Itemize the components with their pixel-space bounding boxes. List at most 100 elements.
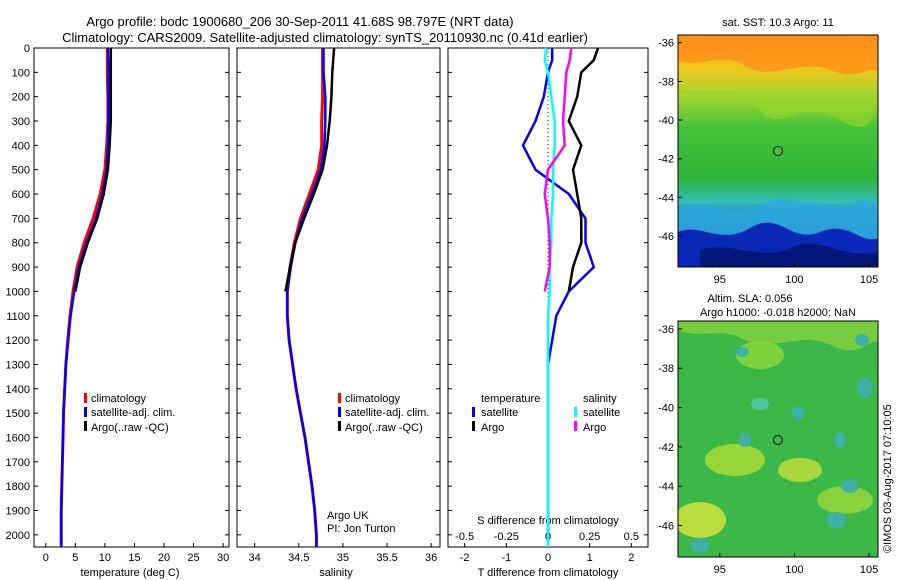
depth-tick-label: 1700 — [6, 457, 30, 469]
temperature-x-axis: 0 5 10 15 20 25 30 — [43, 543, 229, 564]
legend-label-sal-satellite: satellite — [583, 407, 620, 419]
legend-swatch-argo — [338, 421, 341, 431]
credit-timestamp: ©IMOS 03-Aug-2017 07:10:05 — [882, 404, 894, 553]
sst-argo-position-marker — [773, 146, 783, 156]
depth-tick-label: 1900 — [6, 505, 30, 517]
depth-tick-label: 300 — [12, 116, 30, 128]
x-tick-label: -2 — [460, 552, 470, 564]
principal-investigator: PI: Jon Turton — [327, 523, 395, 535]
series-line-argo-raw-qc — [284, 47, 336, 292]
sla-map-frame — [677, 320, 879, 558]
depth-tick-label: 1400 — [6, 384, 30, 396]
latitude-tick-label: -44 — [658, 481, 674, 493]
series-line-salinity-Argo — [543, 47, 573, 292]
legend-swatch-climatology — [338, 393, 341, 403]
depth-tick-label: 800 — [12, 238, 30, 250]
series-line-temperature-Argo — [567, 47, 600, 292]
legend-swatch-satellite — [84, 407, 87, 417]
difference-legend: temperature salinity satellite Argo sate… — [472, 393, 620, 434]
s-tick-label: -0.5 — [455, 531, 474, 543]
temperature-axes — [33, 47, 230, 548]
difference-profiles — [521, 47, 600, 547]
x-tick-label: -1 — [501, 552, 511, 564]
legend-label-temp-argo: Argo — [481, 422, 504, 434]
difference-xlabel: T difference from climatology — [478, 567, 619, 579]
x-tick-label: 2 — [628, 552, 634, 564]
depth-tick-label: 600 — [12, 189, 30, 201]
salinity-axes — [236, 47, 441, 548]
x-tick-label: 10 — [99, 552, 111, 564]
legend-label-climatology: climatology — [91, 393, 147, 405]
depth-tick-label: 1100 — [6, 311, 30, 323]
latitude-tick-label: -42 — [658, 154, 674, 166]
longitude-tick-label: 95 — [714, 564, 726, 576]
s-tick-label: -0.25 — [494, 531, 519, 543]
x-tick-label: 15 — [128, 552, 140, 564]
depth-tick-label: 1500 — [6, 408, 30, 420]
latitude-tick-label: -40 — [658, 115, 674, 127]
legend-swatch-sal-satellite — [574, 407, 577, 417]
depth-tick-label: 0 — [24, 43, 30, 55]
longitude-tick-label: 100 — [785, 274, 803, 286]
latitude-tick-label: -38 — [658, 76, 674, 88]
x-tick-label: 0 — [545, 552, 551, 564]
latitude-tick-label: -36 — [658, 324, 674, 336]
depth-tick-label: 700 — [12, 213, 30, 225]
temperature-legend: climatology satellite-adj. clim. Argo(..… — [84, 393, 175, 434]
series-line-climatology — [285, 48, 325, 547]
s-tick-label: 0.25 — [579, 531, 600, 543]
depth-tick-label: 100 — [12, 67, 30, 79]
sla-argo-position-marker — [773, 435, 783, 445]
float-owner: Argo UK — [327, 510, 369, 522]
sst-map — [678, 35, 878, 267]
series-line-satellite-adj-clim — [286, 48, 327, 547]
depth-tick-label: 200 — [12, 92, 30, 104]
longitude-tick-label: 105 — [860, 564, 878, 576]
figure-title-line1: Argo profile: bodc 1900680_206 30-Sep-20… — [86, 14, 513, 29]
legend-swatch-temp-satellite — [472, 407, 475, 417]
series-line-satellite-adj-clim — [59, 47, 110, 547]
depth-tick-label: 1800 — [6, 481, 30, 493]
legend-label-temp-satellite: satellite — [481, 407, 518, 419]
longitude-tick-label: 95 — [714, 274, 726, 286]
figure-title-line2: Climatology: CARS2009. Satellite-adjuste… — [62, 30, 588, 45]
temperature-xlabel: temperature (deg C) — [80, 567, 179, 579]
depth-tick-label: 2000 — [6, 530, 30, 542]
latitude-tick-label: -42 — [658, 442, 674, 454]
x-tick-label: 5 — [72, 552, 78, 564]
latitude-tick-label: -36 — [658, 38, 674, 50]
depth-tick-label: 900 — [12, 262, 30, 274]
legend-swatch-sal-argo — [574, 421, 577, 431]
x-tick-label: 0 — [43, 552, 49, 564]
salinity-legend: climatology satellite-adj. clim. Argo(..… — [338, 393, 429, 434]
sst-map-frame — [677, 34, 879, 268]
temperature-profiles — [59, 47, 113, 547]
depth-tick-label: 500 — [12, 165, 30, 177]
depth-tick-label: 1300 — [6, 359, 30, 371]
salinity-x-axis: 34 34.5 35 35.5 36 — [249, 543, 437, 564]
legend-swatch-climatology — [84, 393, 87, 403]
latitude-tick-label: -40 — [658, 403, 674, 415]
legend-title-temperature: temperature — [481, 393, 540, 405]
x-tick-label: 34 — [249, 552, 261, 564]
series-line-temperature-satellite — [521, 48, 596, 535]
latitude-tick-label: -46 — [658, 231, 674, 243]
sst-map-axes: -36 -38 -40 -42 -44 -46 95 100 105 — [658, 38, 878, 286]
x-tick-label: 1 — [587, 552, 593, 564]
depth-tick-label: 1200 — [6, 335, 30, 347]
legend-label-sal-argo: Argo — [583, 422, 606, 434]
x-tick-label: 34.5 — [288, 552, 309, 564]
longitude-tick-label: 100 — [785, 564, 803, 576]
depth-tick-label: 1000 — [6, 286, 30, 298]
latitude-tick-label: -38 — [658, 363, 674, 375]
series-line-climatology — [59, 48, 110, 547]
legend-label-climatology: climatology — [345, 393, 401, 405]
legend-swatch-temp-argo — [472, 421, 475, 431]
legend-label-satellite: satellite-adj. clim. — [345, 407, 429, 419]
salinity-xlabel: salinity — [319, 567, 353, 579]
legend-swatch-satellite — [338, 407, 341, 417]
sla-map-axes: -36 -38 -40 -42 -44 -46 95 100 105 — [658, 324, 878, 576]
legend-title-salinity: salinity — [583, 393, 617, 405]
